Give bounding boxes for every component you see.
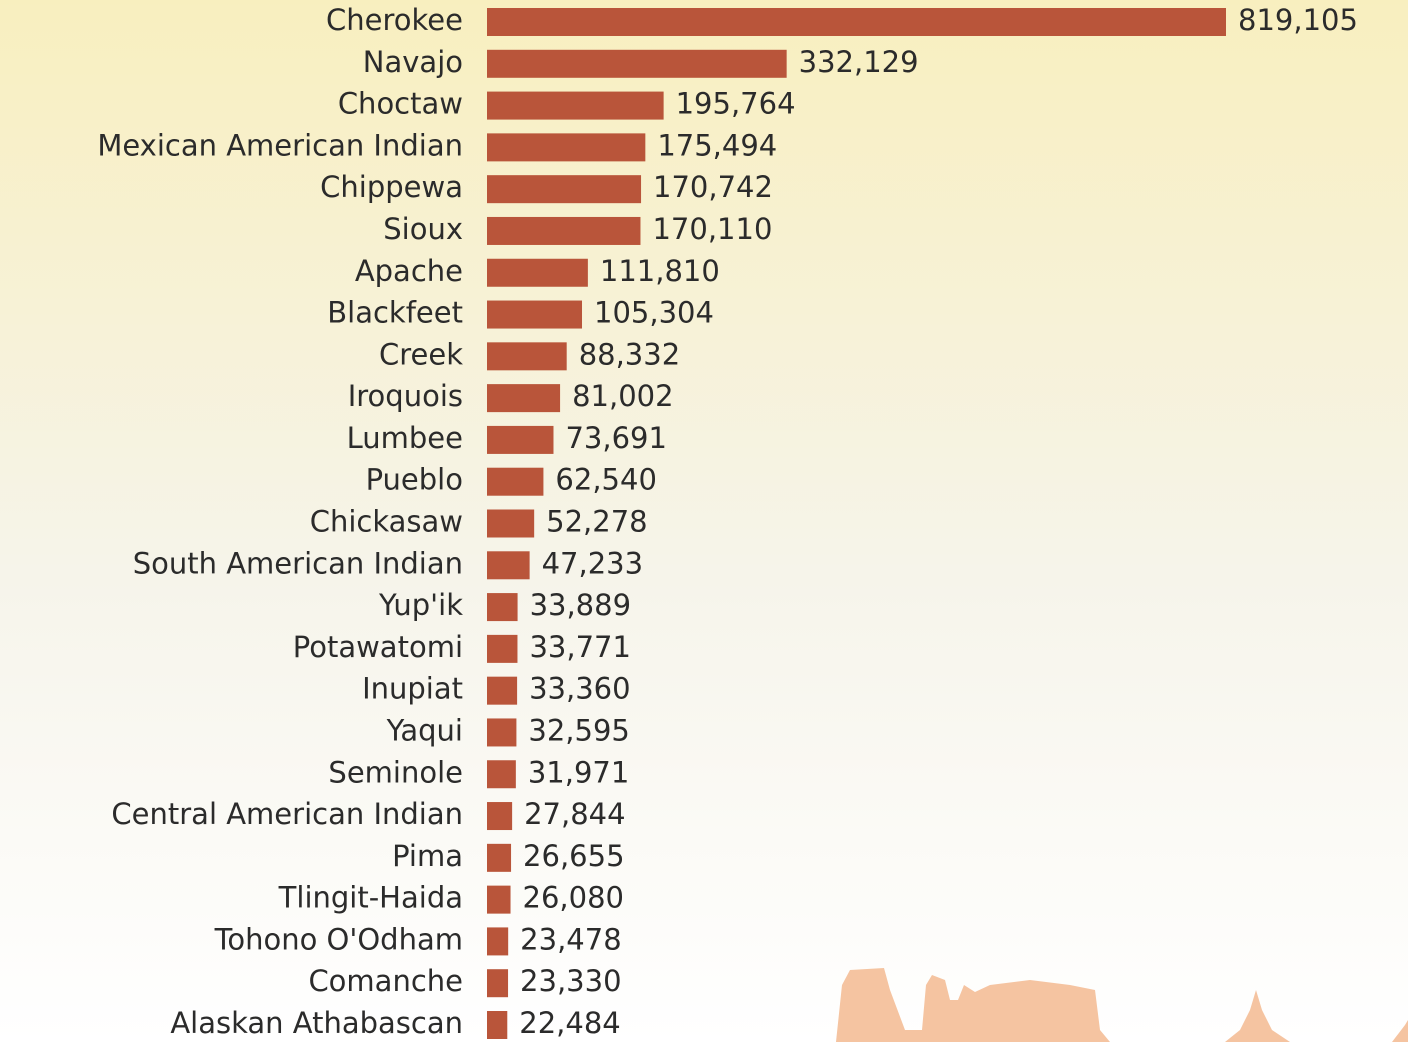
bar [487,384,560,412]
category-label: Choctaw [338,87,463,121]
value-label: 81,002 [572,379,673,413]
bar [487,969,508,997]
bar [487,342,567,370]
bar [487,50,787,78]
value-label: 33,771 [529,630,630,664]
category-label: Creek [379,337,463,371]
value-label: 819,105 [1238,3,1358,37]
category-label: Apache [355,254,463,288]
category-label: Inupiat [362,672,463,706]
bar [487,259,588,287]
bar [487,217,640,245]
bar [487,760,516,788]
category-label: Blackfeet [327,296,463,330]
value-label: 23,478 [520,922,621,956]
bar [487,551,530,579]
bar [487,718,516,746]
category-label: Seminole [328,755,463,789]
value-label: 22,484 [519,1006,620,1040]
chart: Cherokee 819,105 Navajo 332,129 Choctaw 195,7… [0,0,1408,1042]
page: {"chart_data": {"type": "bar", "orientat… [0,0,1408,1042]
category-label: Iroquois [348,379,463,413]
category-label: Pima [392,839,463,873]
value-label: 52,278 [546,505,647,539]
value-label: 26,655 [523,839,624,873]
bar [487,301,582,329]
value-label: 47,233 [542,546,643,580]
bar [487,844,511,872]
bar [487,886,511,914]
bar [487,927,508,955]
value-label: 26,080 [523,881,624,915]
category-label: Central American Indian [111,797,463,831]
category-label: Potawatomi [293,630,463,664]
category-label: Cherokee [326,3,463,37]
value-label: 73,691 [565,421,666,455]
category-label: South American Indian [133,546,463,580]
category-label: Pueblo [366,463,463,497]
bar [487,133,645,161]
category-label: Tohono O'Odham [214,922,463,956]
bar [487,8,1226,36]
value-label: 23,330 [520,964,621,998]
bar [487,468,543,496]
category-label: Mexican American Indian [97,128,463,162]
bar [487,802,512,830]
category-label: Tlingit-Haida [278,881,463,915]
category-label: Chippewa [320,170,463,204]
value-label: 170,742 [653,170,773,204]
bar [487,635,517,663]
value-label: 195,764 [676,87,796,121]
value-label: 175,494 [657,128,777,162]
value-label: 332,129 [799,45,919,79]
bar [487,175,641,203]
bar [487,677,517,705]
value-label: 32,595 [528,713,629,747]
bar [487,426,553,454]
bar [487,92,664,120]
value-label: 31,971 [528,755,629,789]
value-label: 33,360 [529,672,630,706]
category-label: Sioux [383,212,463,246]
category-label: Comanche [308,964,463,998]
bar [487,1011,507,1039]
value-label: 111,810 [600,254,720,288]
category-label: Lumbee [347,421,463,455]
value-label: 62,540 [555,463,656,497]
category-label: Alaskan Athabascan [170,1006,463,1040]
value-label: 27,844 [524,797,625,831]
value-label: 105,304 [594,296,714,330]
category-label: Yup'ik [378,588,463,622]
bar [487,593,518,621]
value-label: 33,889 [530,588,631,622]
category-label: Navajo [363,45,463,79]
value-label: 170,110 [652,212,772,246]
category-label: Yaqui [386,713,463,747]
category-label: Chickasaw [310,505,463,539]
value-label: 88,332 [579,337,680,371]
bar [487,510,534,538]
